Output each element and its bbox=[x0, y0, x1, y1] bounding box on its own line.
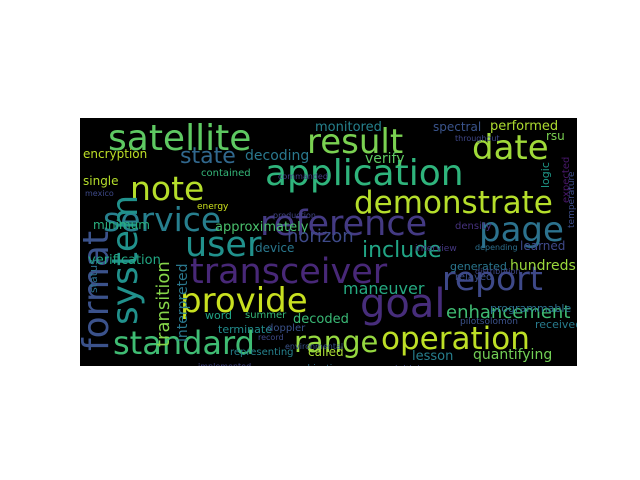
word-transceiver: transceiver bbox=[190, 252, 388, 292]
word-maneuver: maneuver bbox=[343, 279, 425, 298]
word-throughout: throughout bbox=[455, 134, 500, 143]
word-rsu: rsu bbox=[546, 129, 565, 143]
word-page: page bbox=[479, 210, 564, 250]
word-enhancement: enhancement bbox=[446, 302, 571, 323]
word-note: note bbox=[130, 169, 205, 208]
word-minimum: minimum bbox=[93, 218, 150, 232]
word-standard: standard bbox=[113, 324, 255, 362]
word-environmental: environmental bbox=[285, 342, 344, 351]
word-energy: energy bbox=[197, 202, 229, 212]
word-representing: representing bbox=[230, 347, 294, 358]
word-include: include bbox=[362, 238, 442, 263]
word-lesson: lesson bbox=[412, 349, 454, 364]
word-user: user bbox=[185, 225, 262, 265]
word-mexico: mexico bbox=[85, 189, 114, 198]
word-verify: verify bbox=[365, 151, 405, 167]
word-interview: interview bbox=[415, 244, 457, 254]
word-report: report bbox=[442, 259, 543, 298]
word-implemented: implemented bbox=[198, 363, 251, 367]
word-temperature: temperature bbox=[567, 171, 577, 228]
word-approximately: approximately bbox=[215, 220, 309, 235]
word-interpreted: interpreted bbox=[175, 263, 191, 342]
word-monitored: monitored bbox=[315, 120, 382, 135]
word-device: device bbox=[255, 241, 295, 255]
word-objective: objective bbox=[302, 365, 343, 367]
word-performed: performed bbox=[490, 119, 559, 134]
word-result: result bbox=[307, 122, 404, 162]
word-summer: summer bbox=[245, 310, 287, 321]
word-contained: contained bbox=[201, 168, 251, 179]
word-spectral: spectral bbox=[433, 120, 482, 134]
word-provide: provide bbox=[180, 281, 308, 321]
word-relayed: relayed bbox=[455, 272, 493, 283]
word-distribution: distribution bbox=[475, 267, 521, 276]
word-depending: depending bbox=[475, 243, 518, 252]
word-reference: reference bbox=[260, 204, 428, 244]
word-transition: transition bbox=[153, 261, 174, 347]
word-generated: generated bbox=[450, 260, 507, 273]
word-service: service bbox=[103, 200, 222, 239]
word-cloud: satellite result date application note s… bbox=[80, 118, 577, 366]
word-commanded: commanded bbox=[278, 172, 328, 181]
word-single: single bbox=[83, 174, 119, 188]
word-production: production bbox=[273, 211, 316, 220]
word-terminate: terminate bbox=[218, 323, 272, 336]
word-called: called bbox=[308, 345, 344, 359]
word-horizon: horizon bbox=[287, 226, 354, 247]
word-goal: goal bbox=[360, 281, 446, 327]
word-record: record bbox=[258, 333, 284, 342]
word-encryption: encryption bbox=[83, 147, 148, 161]
word-hundreds: hundreds bbox=[510, 258, 576, 274]
word-pilotsolomon: pilotsolomon bbox=[460, 317, 518, 327]
word-decoding: decoding bbox=[245, 148, 310, 164]
word-word: word bbox=[205, 309, 233, 322]
word-programmable: programmable bbox=[490, 302, 572, 315]
word-range: range bbox=[294, 325, 379, 359]
word-status: status bbox=[87, 259, 100, 293]
word-state: state bbox=[180, 144, 236, 169]
word-learned: learned bbox=[520, 239, 566, 253]
word-operation: operation bbox=[381, 321, 530, 357]
word-received: received bbox=[535, 318, 577, 331]
word-doppler: doppler bbox=[267, 323, 306, 334]
word-application: application bbox=[265, 153, 464, 194]
word-satellite: satellite bbox=[108, 118, 252, 159]
word-date: date bbox=[472, 128, 549, 168]
word-quantifying: quantifying bbox=[473, 347, 553, 363]
word-demonstrate: demonstrate bbox=[354, 185, 553, 221]
word-verification: verification bbox=[88, 253, 161, 268]
word-decoded: decoded bbox=[293, 312, 349, 327]
word-logic: logic bbox=[539, 162, 552, 188]
word-density: density bbox=[455, 221, 492, 232]
